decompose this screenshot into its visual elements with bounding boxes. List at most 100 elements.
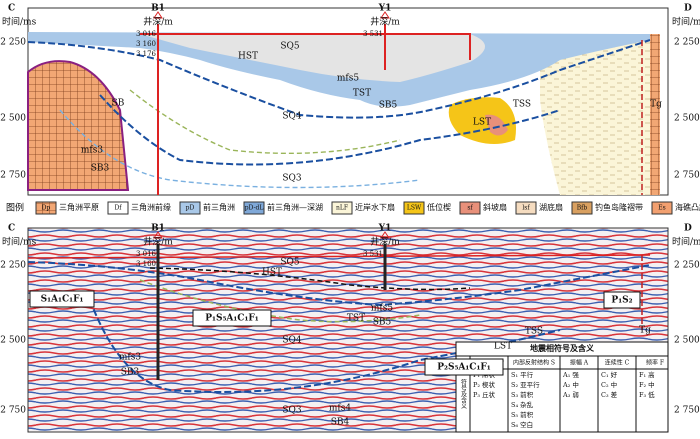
top-section (27, 7, 669, 196)
axis-title: 时间/ms (672, 16, 700, 28)
sequence-label: SB (112, 99, 125, 109)
legend-swatch (107, 201, 129, 215)
axis-title: 时间/ms (2, 236, 37, 248)
legend-code: pD-dL (245, 205, 264, 212)
sequence-label: SB3 (91, 164, 110, 174)
sequence-label: LST (494, 342, 512, 352)
sequence-label: SQ5 (280, 42, 300, 52)
legend-label: 湖底扇 (539, 202, 563, 212)
legend-label: 前三角洲 (203, 202, 235, 212)
sequence-label: SQ3 (282, 406, 302, 416)
time-tick-label: 2 500 (674, 114, 700, 124)
sequence-label: Tg (650, 100, 662, 110)
sequence-label: TSS (513, 100, 531, 110)
well-name: Y1 (378, 224, 392, 234)
sequence-label: mfs4 (329, 404, 351, 414)
time-tick-label: 2 250 (0, 38, 26, 48)
sequence-label: LST (473, 118, 491, 128)
table-cell: S₅ 前积 (511, 410, 534, 419)
legend-code: Dp (42, 205, 51, 212)
well-depth: 3 160 (136, 260, 156, 268)
well-name: Y1 (378, 4, 392, 14)
legend-swatch (403, 201, 425, 215)
table-cell: A₁ 强 (562, 371, 579, 379)
legend-swatch (571, 201, 593, 215)
sequence-label: mfs3 (81, 146, 103, 156)
table-cell: P₃ 丘状 (473, 390, 496, 399)
sequence-label: TSS (525, 327, 543, 337)
table-header: 振幅 A (570, 359, 589, 367)
sequence-label: SB4 (331, 418, 350, 428)
well-name: B1 (151, 224, 165, 234)
legend-label: 斜坡扇 (483, 202, 507, 212)
section-end-label: D (684, 224, 692, 234)
legend-swatch (331, 201, 353, 215)
time-tick-label: 2 250 (674, 38, 700, 48)
table-cell: S₁ 平行 (511, 370, 534, 379)
legend-label: 近岸水下扇 (355, 202, 395, 212)
legend-code: lsf (522, 205, 530, 212)
well-depth: 3 016 (136, 30, 157, 38)
table-cell: A₃ 弱 (562, 391, 579, 399)
section-end-label: C (8, 224, 15, 234)
facies-code: P₁S₅A₁C₁F₁ (205, 314, 259, 324)
axis-title: 时间/ms (2, 16, 37, 28)
sequence-label: mfs5 (371, 304, 393, 314)
sequence-label: mfs3 (119, 353, 141, 363)
time-tick-label: 2 750 (674, 406, 700, 416)
well-marker (153, 11, 163, 19)
legend-label: 钓鱼岛隆褶带 (595, 202, 643, 212)
sequence-label: SB3 (121, 368, 140, 378)
table-header: 频率 F (646, 359, 664, 367)
legend-swatch (651, 201, 673, 215)
well-depth: 3 531 (363, 30, 383, 38)
time-tick-label: 2 500 (0, 114, 26, 124)
legend-swatch (179, 201, 201, 215)
table-cell: F₃ 低 (639, 390, 655, 399)
legend-label: 海礁凸起 (675, 202, 700, 212)
table-cell: S₄ 杂乱 (511, 400, 534, 409)
well-depth-title: 井深/m (370, 236, 400, 248)
well-depth: 3 176 (136, 50, 157, 58)
facies-code: S₁A₁C₁F₁ (41, 295, 84, 305)
legend-swatch (243, 201, 265, 215)
well-marker (380, 231, 390, 239)
axis-title: 时间/ms (672, 236, 700, 248)
sequence-label: mfs5 (337, 74, 359, 84)
well-depth: 3 016 (136, 250, 157, 258)
table-bg (455, 341, 669, 433)
table-cell: S₆ 空白 (511, 420, 533, 429)
legend-label: 三角洲平原 (59, 202, 99, 212)
facies-box (29, 290, 95, 308)
well-depth-title: 井深/m (143, 236, 173, 248)
legend-label: 低位楔 (427, 202, 451, 212)
legend-code: sf (467, 205, 473, 212)
table-title: 地震相符号及含义 (530, 343, 595, 353)
section-end-label: D (684, 4, 692, 14)
facies-box (192, 309, 272, 327)
sequence-label: SQ4 (282, 336, 302, 346)
table-cell: P₂ 楔状 (473, 380, 496, 389)
facies-box (424, 358, 504, 376)
legend-code: Bfb (577, 205, 588, 212)
sequence-label: SQ5 (280, 258, 300, 268)
time-tick-label: 2 500 (674, 336, 700, 346)
section-end-label: C (8, 4, 15, 14)
sequence-label: SB5 (379, 101, 398, 111)
table-header: 内部反射结构 S (513, 359, 555, 367)
well-marker (380, 11, 390, 19)
time-tick-label: 2 750 (0, 406, 26, 416)
table-cell: S₃ 前积 (511, 390, 534, 399)
table-header: 连续性 C (605, 359, 630, 367)
sequence-label: SQ4 (282, 112, 302, 122)
legend-code: Df (114, 205, 122, 212)
table-cell: S₂ 亚平行 (511, 380, 540, 389)
table-cell: F₁ 高 (639, 370, 655, 379)
facies-box (603, 291, 641, 309)
legend-code: pD (186, 205, 195, 212)
table-cell: C₃ 差 (601, 390, 618, 399)
legend-code: LSW (407, 205, 422, 212)
legend-code: nLF (336, 205, 348, 212)
